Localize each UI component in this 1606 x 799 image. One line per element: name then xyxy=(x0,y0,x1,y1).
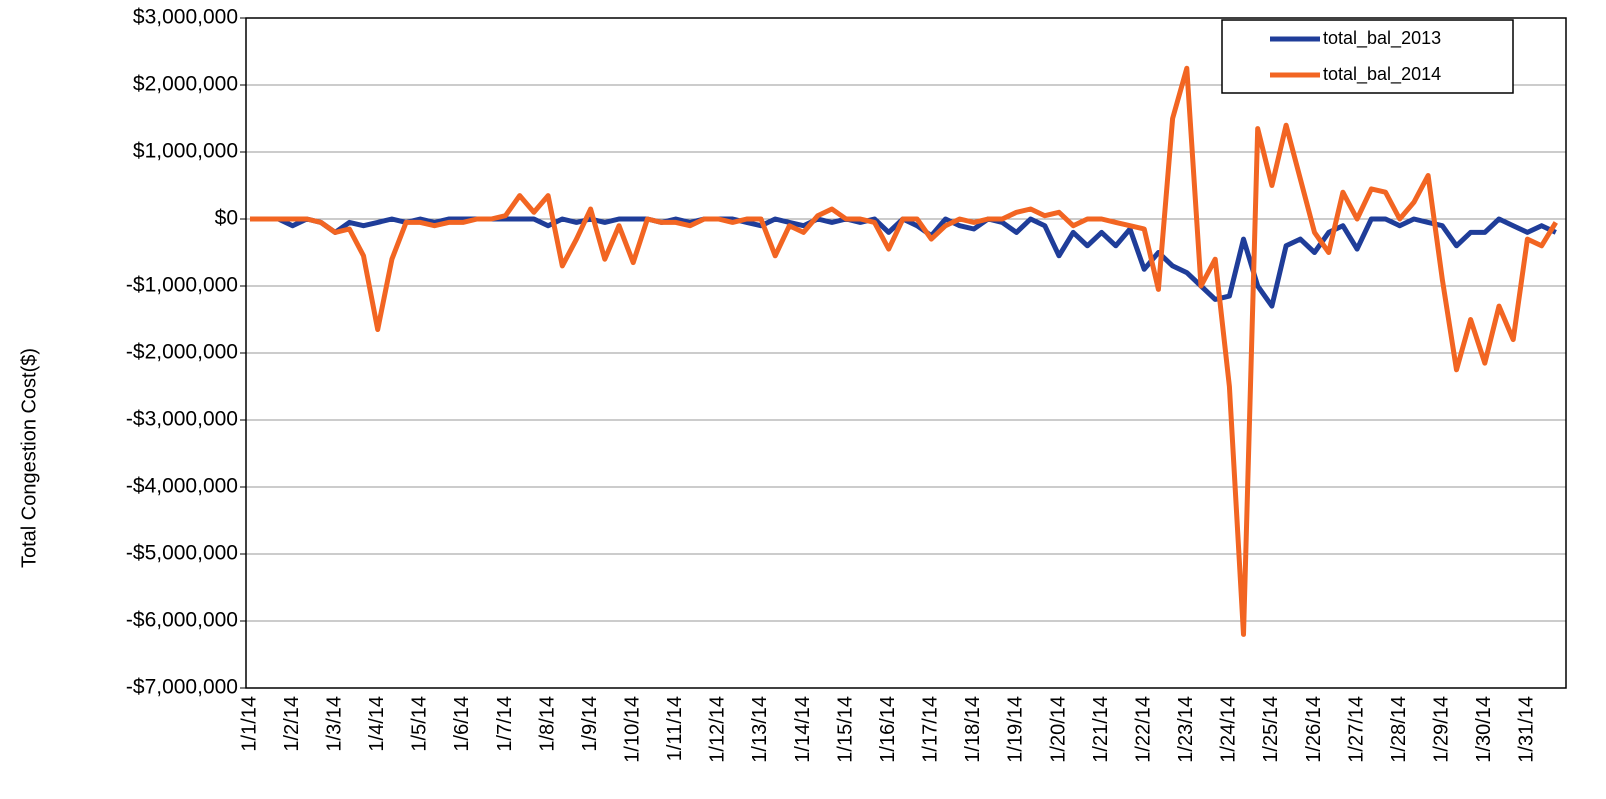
x-tick-label: 1/4/14 xyxy=(366,696,388,752)
x-tick-label: 1/18/14 xyxy=(962,696,984,763)
series-line xyxy=(250,216,1557,309)
x-tick-label: 1/6/14 xyxy=(451,696,473,752)
x-tick-label: 1/19/14 xyxy=(1005,696,1027,763)
y-tick-label: -$4,000,000 xyxy=(126,475,238,498)
x-tick-label: 1/20/14 xyxy=(1047,696,1069,763)
x-tick-label: 1/31/14 xyxy=(1516,696,1538,763)
x-tick-label: 1/30/14 xyxy=(1473,696,1495,763)
y-tick-label: -$2,000,000 xyxy=(126,341,238,364)
x-tick-label: 1/22/14 xyxy=(1132,696,1154,763)
x-tick-label: 1/11/14 xyxy=(664,696,686,761)
x-tick-label: 1/14/14 xyxy=(792,696,814,763)
plot-frame xyxy=(245,17,1567,689)
y-tick-label: -$7,000,000 xyxy=(126,676,238,699)
x-tick-label: 1/15/14 xyxy=(834,696,856,763)
x-tick-label: 1/16/14 xyxy=(877,696,899,763)
y-tick-label: -$3,000,000 xyxy=(126,408,238,431)
y-tick-label: $0 xyxy=(215,207,238,230)
y-tick-label: -$1,000,000 xyxy=(126,274,238,297)
x-tick-label: 1/27/14 xyxy=(1345,696,1367,763)
x-tick-label: 1/9/14 xyxy=(579,696,601,752)
y-tick-label: -$6,000,000 xyxy=(126,609,238,632)
x-tick-label: 1/17/14 xyxy=(920,696,942,763)
x-tick-label: 1/29/14 xyxy=(1431,696,1453,763)
x-tick-label: 1/23/14 xyxy=(1175,696,1197,763)
x-tick-label: 1/26/14 xyxy=(1303,696,1325,763)
y-tick-label: $2,000,000 xyxy=(133,73,238,96)
series-line xyxy=(250,65,1558,637)
y-tick-label: $3,000,000 xyxy=(133,6,238,29)
legend-box xyxy=(1221,19,1514,94)
y-axis-title: Total Congestion Cost($) xyxy=(18,348,40,568)
x-tick-label: 1/8/14 xyxy=(536,696,558,752)
x-tick-label: 1/7/14 xyxy=(494,696,516,752)
x-tick-label: 1/5/14 xyxy=(409,696,431,752)
x-tick-label: 1/3/14 xyxy=(323,696,345,752)
x-tick-label: 1/1/14 xyxy=(238,696,260,752)
x-tick-label: 1/28/14 xyxy=(1388,696,1410,763)
x-tick-label: 1/24/14 xyxy=(1218,696,1240,763)
x-tick-label: 1/12/14 xyxy=(707,696,729,763)
legend-label: total_bal_2013 xyxy=(1323,28,1441,49)
x-tick-label: 1/2/14 xyxy=(281,696,303,752)
x-tick-label: 1/13/14 xyxy=(749,696,771,763)
x-tick-label: 1/21/14 xyxy=(1090,696,1112,763)
x-tick-label: 1/10/14 xyxy=(622,696,644,763)
legend-label: total_bal_2014 xyxy=(1323,64,1441,85)
x-tick-label: 1/25/14 xyxy=(1260,696,1282,763)
y-tick-label: $1,000,000 xyxy=(133,140,238,163)
y-tick-label: -$5,000,000 xyxy=(126,542,238,565)
